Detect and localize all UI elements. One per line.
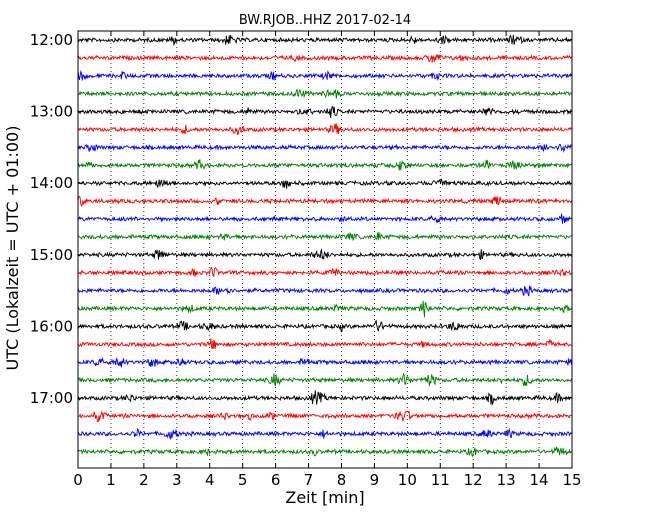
trace-line — [77, 357, 572, 368]
y-tick-label: 16:00 — [30, 317, 73, 335]
x-tick-label: 15 — [562, 471, 581, 489]
x-tick-label: 8 — [337, 471, 347, 489]
y-tick-label: 17:00 — [30, 389, 73, 407]
trace-line — [77, 446, 572, 458]
x-tick-label: 12 — [464, 471, 483, 489]
trace-line — [77, 338, 572, 350]
x-tick-label: 0 — [73, 471, 83, 489]
trace-line — [77, 285, 572, 297]
x-tick-label: 10 — [398, 471, 417, 489]
x-tick-label: 14 — [530, 471, 549, 489]
trace-line — [77, 390, 572, 405]
chart-title: BW.RJOB..HHZ 2017-02-14 — [239, 13, 411, 28]
x-tick-label: 2 — [139, 471, 149, 489]
y-tick-label: 13:00 — [30, 103, 73, 121]
trace-line — [77, 410, 572, 423]
x-tick-label: 11 — [431, 471, 450, 489]
y-ticks: 12:00 13:00 14:00 15:00 16:00 17:00 — [30, 31, 572, 407]
y-tick-label: 15:00 — [30, 246, 73, 264]
plot-frame — [77, 30, 573, 469]
x-tick-label: 13 — [497, 471, 516, 489]
y-tick-label: 12:00 — [30, 31, 73, 49]
x-tick-label: 4 — [205, 471, 215, 489]
trace-line — [77, 178, 572, 189]
x-axis-label: Zeit [min] — [285, 488, 364, 507]
y-axis-label: UTC (Lokalzeit = UTC + 01:00) — [3, 126, 22, 371]
trace-line — [77, 319, 572, 333]
x-tick-label: 5 — [238, 471, 248, 489]
x-ticks: 0 1 2 3 4 5 6 7 8 9 10 11 12 13 14 15 — [73, 31, 582, 489]
trace-line — [77, 195, 572, 207]
trace-line — [77, 159, 572, 171]
trace-line — [77, 123, 572, 136]
x-tick-label: 1 — [106, 471, 116, 489]
trace-line — [77, 300, 572, 318]
y-tick-label: 14:00 — [30, 174, 73, 192]
trace-line — [77, 70, 572, 82]
x-tick-label: 7 — [304, 471, 314, 489]
trace-line — [77, 248, 572, 261]
x-tick-label: 9 — [370, 471, 380, 489]
trace-line — [77, 143, 572, 154]
grid-lines — [110, 31, 540, 468]
trace-line — [77, 213, 572, 224]
trace-line — [77, 106, 572, 118]
x-tick-label: 6 — [271, 471, 281, 489]
trace-line — [77, 88, 572, 99]
trace-group — [77, 34, 572, 458]
trace-line — [77, 232, 572, 242]
x-tick-label: 3 — [172, 471, 182, 489]
trace-line — [77, 372, 572, 387]
trace-line — [77, 34, 572, 47]
trace-line — [77, 427, 572, 440]
trace-line — [77, 266, 572, 278]
trace-line — [77, 54, 572, 63]
